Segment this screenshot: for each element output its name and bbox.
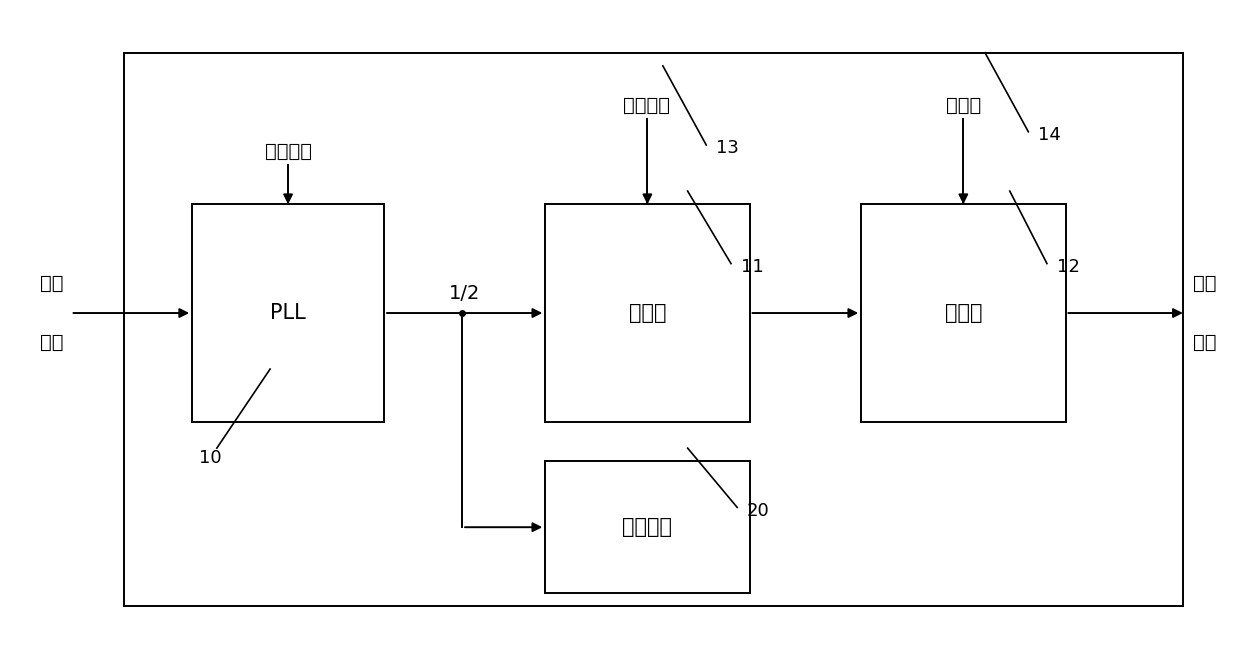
Bar <box>124 53 1183 606</box>
Text: 测试开关: 测试开关 <box>623 96 670 115</box>
Text: PLL: PLL <box>270 303 306 323</box>
Text: 标准值: 标准值 <box>947 96 981 115</box>
Text: 20: 20 <box>747 501 769 520</box>
Text: 计数器: 计数器 <box>628 303 667 323</box>
Text: 时钟: 时钟 <box>41 333 63 352</box>
Text: 结果: 结果 <box>1193 274 1215 293</box>
Text: 12: 12 <box>1057 258 1079 276</box>
Bar <box>192 204 384 422</box>
Bar <box>861 204 1066 422</box>
Text: 1/2: 1/2 <box>449 284 481 302</box>
Text: 配置参数: 配置参数 <box>265 142 312 161</box>
Text: 10: 10 <box>199 449 222 467</box>
Text: 外部: 外部 <box>41 274 63 293</box>
Text: 14: 14 <box>1038 126 1061 144</box>
Bar <box>545 204 750 422</box>
Text: 正常电路: 正常电路 <box>622 517 673 537</box>
Bar <box>545 461 750 593</box>
Text: 13: 13 <box>716 139 738 158</box>
Text: 输出: 输出 <box>1193 333 1215 352</box>
Text: 比较器: 比较器 <box>944 303 983 323</box>
Text: 11: 11 <box>741 258 763 276</box>
